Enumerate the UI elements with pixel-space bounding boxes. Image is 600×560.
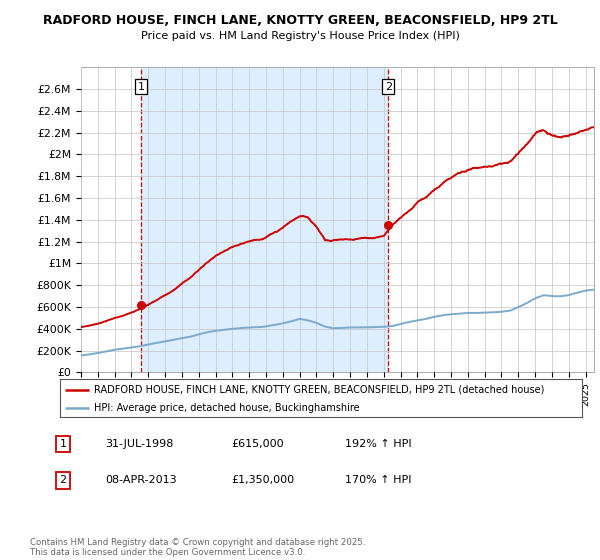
Text: RADFORD HOUSE, FINCH LANE, KNOTTY GREEN, BEACONSFIELD, HP9 2TL: RADFORD HOUSE, FINCH LANE, KNOTTY GREEN,…: [43, 14, 557, 27]
Text: 1: 1: [138, 82, 145, 92]
Text: 31-JUL-1998: 31-JUL-1998: [105, 439, 173, 449]
Text: 192% ↑ HPI: 192% ↑ HPI: [345, 439, 412, 449]
Text: 2: 2: [59, 475, 67, 486]
Text: Contains HM Land Registry data © Crown copyright and database right 2025.
This d: Contains HM Land Registry data © Crown c…: [30, 538, 365, 557]
Text: £1,350,000: £1,350,000: [231, 475, 294, 486]
Text: RADFORD HOUSE, FINCH LANE, KNOTTY GREEN, BEACONSFIELD, HP9 2TL (detached house): RADFORD HOUSE, FINCH LANE, KNOTTY GREEN,…: [94, 385, 544, 395]
Text: 08-APR-2013: 08-APR-2013: [105, 475, 176, 486]
Text: Price paid vs. HM Land Registry's House Price Index (HPI): Price paid vs. HM Land Registry's House …: [140, 31, 460, 41]
Text: £615,000: £615,000: [231, 439, 284, 449]
Text: 2: 2: [385, 82, 392, 92]
Bar: [141, 67, 388, 372]
Text: HPI: Average price, detached house, Buckinghamshire: HPI: Average price, detached house, Buck…: [94, 403, 359, 413]
Text: 170% ↑ HPI: 170% ↑ HPI: [345, 475, 412, 486]
Text: 1: 1: [59, 439, 67, 449]
